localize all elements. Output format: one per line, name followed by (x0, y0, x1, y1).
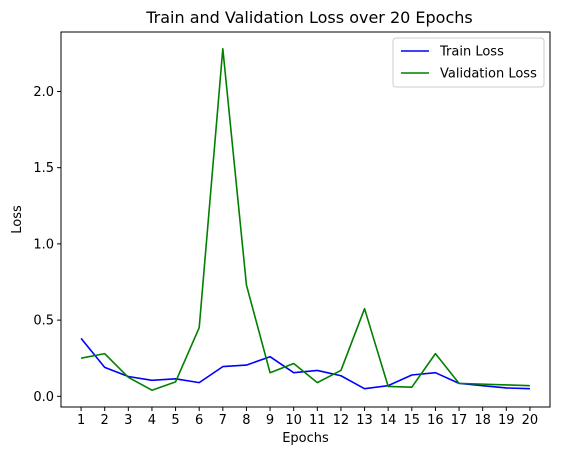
x-axis-ticks: 1 2 3 4 5 6 7 8 9 10 11 12 13 14 15 16 17 18 19 20 (77, 407, 538, 428)
y-tick-label: 1.0 (33, 237, 54, 252)
x-tick-label: 15 (404, 413, 421, 428)
y-tick-label: 1.5 (33, 161, 54, 176)
series-line-train-loss (80, 337, 530, 390)
plot-area: 1 2 3 4 5 6 7 8 9 10 11 12 13 14 15 16 17 18 19 20 0.00.51.… (33, 31, 551, 428)
y-tick-label: 2.0 (33, 85, 54, 100)
legend-box (392, 37, 545, 88)
x-tick-label: 14 (380, 413, 397, 428)
legend: Train Loss Validation Loss (392, 37, 545, 88)
x-tick-label: 13 (356, 413, 373, 428)
x-tick-label: 5 (171, 413, 179, 428)
x-tick-label: 6 (195, 413, 203, 428)
legend-label: Validation Loss (440, 67, 537, 82)
x-tick-label: 7 (219, 413, 227, 428)
series-lines (80, 47, 530, 392)
x-tick-label: 11 (309, 413, 326, 428)
series-line-validation-loss (80, 47, 530, 392)
x-tick-label: 9 (266, 413, 274, 428)
x-tick-label: 4 (148, 413, 156, 428)
y-axis-label: Loss (10, 205, 25, 234)
y-axis-ticks: 0.0 0.5 1.0 1.5 2.0 (33, 85, 61, 405)
x-tick-label: 2 (101, 413, 109, 428)
x-tick-label: 8 (242, 413, 250, 428)
chart-title: Train and Validation Loss over 20 Epochs (145, 8, 472, 27)
x-tick-label: 16 (427, 413, 444, 428)
y-tick-label: 0.0 (33, 390, 54, 405)
axes-frame (60, 31, 551, 408)
legend-label: Train Loss (439, 45, 504, 60)
x-tick-label: 3 (124, 413, 132, 428)
x-tick-label: 1 (77, 413, 85, 428)
x-tick-label: 17 (451, 413, 468, 428)
x-tick-label: 18 (474, 413, 491, 428)
x-tick-label: 19 (498, 413, 515, 428)
x-axis-label: Epochs (282, 431, 329, 446)
x-tick-label: 10 (285, 413, 302, 428)
x-tick-label: 20 (522, 413, 539, 428)
x-tick-label: 12 (333, 413, 350, 428)
y-tick-label: 0.5 (33, 314, 54, 329)
